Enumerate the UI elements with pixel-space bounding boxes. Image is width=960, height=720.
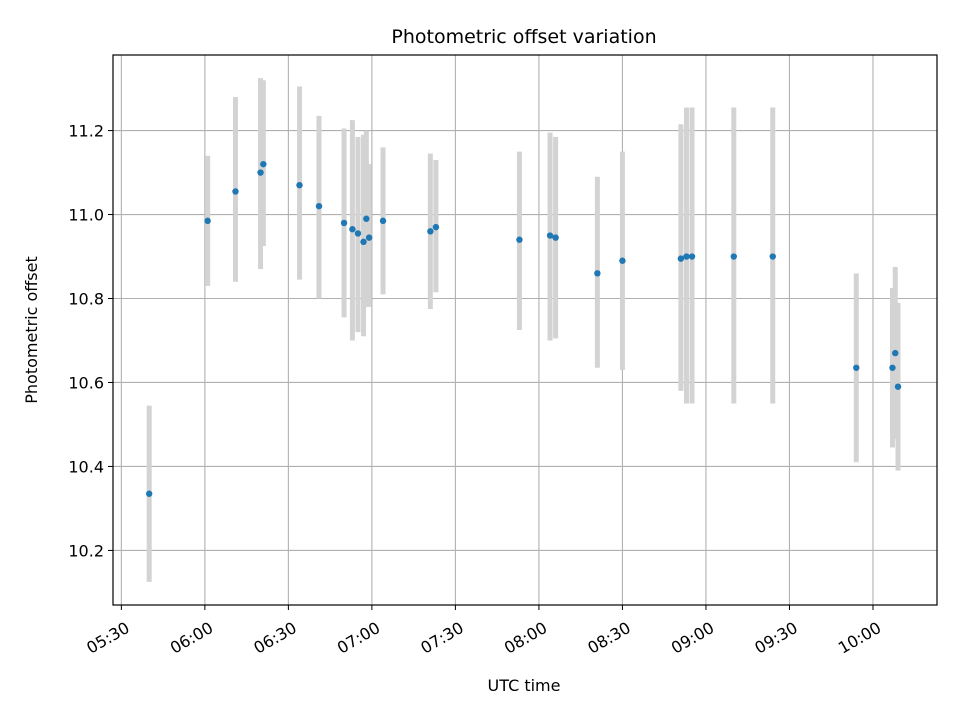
data-point	[516, 236, 523, 243]
y-tick-label: 10.4	[68, 457, 104, 476]
data-point	[363, 215, 370, 222]
data-point	[349, 226, 356, 233]
data-point	[688, 253, 696, 260]
data-point	[619, 257, 626, 264]
x-axis-label: UTC time	[488, 676, 561, 695]
y-tick-label: 11.2	[68, 122, 104, 141]
data-point	[546, 232, 554, 239]
data-point	[730, 253, 737, 260]
y-axis-label: Photometric offset	[22, 256, 41, 404]
data-point	[204, 217, 211, 225]
data-point	[354, 230, 362, 237]
data-point	[145, 490, 153, 497]
data-point	[892, 349, 899, 357]
data-point	[260, 160, 267, 168]
data-point	[683, 253, 690, 260]
y-tick-label: 10.8	[68, 290, 104, 309]
y-axis-ticks: 10.2 10.4 10.6 10.8 11.0 11.2	[68, 122, 113, 560]
data-point	[340, 219, 348, 227]
data-point	[232, 188, 239, 195]
data-point	[894, 383, 902, 390]
data-point	[432, 223, 440, 231]
data-point	[889, 364, 896, 371]
data-point	[552, 234, 559, 241]
data-point	[257, 169, 264, 176]
y-tick-label: 11.0	[68, 206, 104, 225]
data-point	[379, 217, 387, 225]
y-tick-label: 10.6	[68, 373, 104, 392]
data-point	[315, 202, 323, 210]
data-point	[594, 270, 601, 277]
data-points	[145, 160, 902, 497]
data-point	[427, 228, 434, 235]
data-point	[360, 238, 367, 246]
grid	[113, 55, 937, 605]
data-point	[853, 364, 860, 371]
plot-frame	[112, 54, 938, 606]
y-tick-label: 10.2	[68, 541, 104, 560]
data-point	[677, 255, 685, 262]
chart-title: Photometric offset variation	[391, 26, 656, 48]
data-point	[769, 253, 776, 260]
data-point	[296, 181, 303, 189]
data-point	[365, 234, 373, 241]
